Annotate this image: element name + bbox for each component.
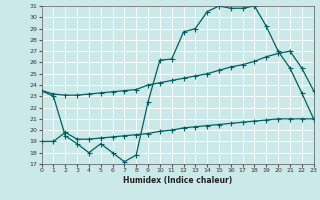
X-axis label: Humidex (Indice chaleur): Humidex (Indice chaleur)	[123, 176, 232, 185]
